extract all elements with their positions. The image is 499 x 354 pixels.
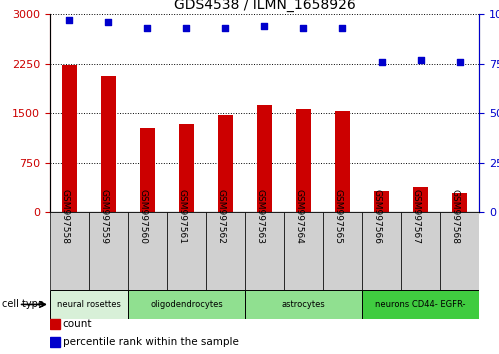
Text: oligodendrocytes: oligodendrocytes — [150, 300, 223, 309]
Bar — [323, 212, 362, 290]
Bar — [50, 212, 89, 290]
Text: GSM997566: GSM997566 — [373, 189, 382, 244]
Bar — [61, 65, 77, 212]
Bar — [362, 212, 401, 290]
Title: GDS4538 / ILMN_1658926: GDS4538 / ILMN_1658926 — [174, 0, 355, 12]
Bar — [256, 105, 272, 212]
Bar — [440, 212, 479, 290]
Bar — [245, 290, 362, 319]
Bar — [128, 290, 245, 319]
Text: GSM997559: GSM997559 — [99, 189, 108, 244]
Bar — [167, 212, 206, 290]
Bar — [335, 111, 350, 212]
Text: GSM997558: GSM997558 — [60, 189, 69, 244]
Bar — [206, 212, 245, 290]
Bar — [50, 337, 60, 347]
Bar — [50, 290, 128, 319]
Bar — [245, 212, 284, 290]
Point — [143, 25, 151, 31]
Text: GSM997560: GSM997560 — [138, 189, 147, 244]
Text: GSM997565: GSM997565 — [333, 189, 342, 244]
Text: GSM997564: GSM997564 — [294, 189, 303, 244]
Bar — [296, 109, 311, 212]
Text: GSM997562: GSM997562 — [217, 189, 226, 244]
Point — [456, 59, 464, 64]
Bar — [452, 193, 468, 212]
Point — [65, 17, 73, 23]
Bar — [140, 128, 155, 212]
Text: GSM997563: GSM997563 — [255, 189, 264, 244]
Bar — [218, 115, 233, 212]
Bar — [284, 212, 323, 290]
Text: percentile rank within the sample: percentile rank within the sample — [63, 337, 239, 347]
Point — [183, 25, 191, 31]
Bar — [413, 187, 428, 212]
Bar — [128, 212, 167, 290]
Text: count: count — [63, 319, 92, 329]
Point — [417, 57, 425, 63]
Text: GSM997561: GSM997561 — [178, 189, 187, 244]
Bar — [179, 124, 194, 212]
Text: neural rosettes: neural rosettes — [57, 300, 121, 309]
Bar — [362, 290, 479, 319]
Point — [260, 23, 268, 29]
Text: neurons CD44- EGFR-: neurons CD44- EGFR- — [375, 300, 466, 309]
Bar — [50, 319, 60, 329]
Point — [104, 19, 112, 25]
Bar — [101, 76, 116, 212]
Text: astrocytes: astrocytes — [281, 300, 325, 309]
Bar — [374, 191, 389, 212]
Point — [222, 25, 230, 31]
Bar — [89, 212, 128, 290]
Text: GSM997567: GSM997567 — [412, 189, 421, 244]
Point — [338, 25, 346, 31]
Point — [378, 59, 386, 64]
Bar — [401, 212, 440, 290]
Point — [299, 25, 307, 31]
Text: cell type: cell type — [2, 299, 44, 309]
Text: GSM997568: GSM997568 — [451, 189, 460, 244]
